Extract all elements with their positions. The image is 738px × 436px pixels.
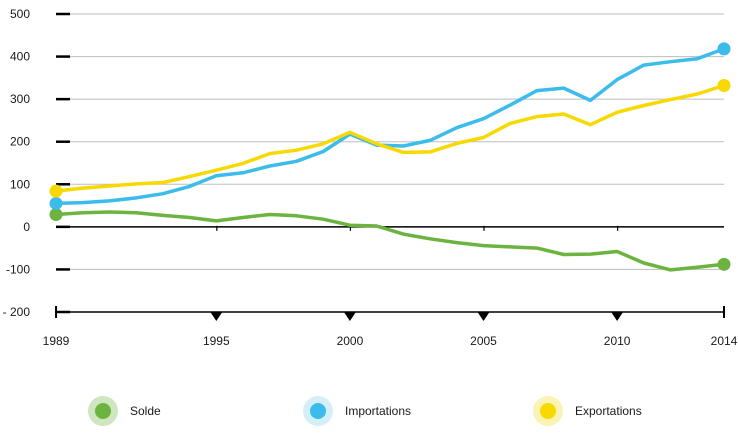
legend-item-importations: Importations	[303, 394, 411, 428]
y-tick-label: 100	[10, 177, 30, 191]
y-axis: 500 400 300 200 100 0 -100 - 200	[3, 7, 70, 319]
legend-label: Exportations	[575, 404, 642, 418]
x-tick-mark	[343, 312, 356, 321]
line-chart: 500 400 300 200 100 0 -100 - 200 1989 1995 2000 20…	[3, 7, 738, 348]
legend-marker	[533, 396, 563, 426]
x-tick-label: 1995	[203, 334, 230, 348]
grid-lines	[56, 13, 724, 270]
x-tick-label: 2010	[604, 334, 631, 348]
y-tick-label: -100	[6, 262, 30, 276]
x-tick-mark	[611, 312, 624, 321]
series-endpoint	[717, 42, 731, 56]
legend-item-exportations: Exportations	[533, 394, 642, 428]
series-line	[54, 210, 726, 272]
x-tick-mark	[477, 312, 490, 321]
y-tick-label: 500	[10, 7, 30, 21]
x-tick-label: 2000	[337, 334, 364, 348]
series-endpoint	[49, 208, 63, 222]
series-importations	[49, 42, 731, 210]
series-endpoint	[49, 184, 63, 198]
y-tick-label: 200	[10, 135, 30, 149]
series-solde	[49, 208, 731, 272]
y-tick-label: 300	[10, 92, 30, 106]
series-line	[54, 47, 726, 206]
series-exportations	[49, 79, 731, 198]
legend-item-solde: Solde	[88, 394, 161, 428]
x-tick-mark	[210, 312, 223, 321]
series-lines	[49, 42, 731, 272]
series-line	[54, 83, 726, 193]
legend-marker	[303, 396, 333, 426]
y-tick-label: 0	[23, 220, 30, 234]
x-tick-label: 1989	[43, 334, 70, 348]
x-tick-label: 2005	[470, 334, 497, 348]
y-tick-label: 400	[10, 50, 30, 64]
series-endpoint	[49, 196, 63, 210]
legend-label: Solde	[130, 404, 161, 418]
y-tick-label: - 200	[3, 305, 31, 319]
legend: Solde Importations Exportations	[0, 394, 738, 428]
series-endpoint	[717, 79, 731, 93]
legend-label: Importations	[345, 404, 412, 418]
legend-marker	[88, 396, 118, 426]
series-endpoint	[717, 257, 731, 271]
x-axis: 1989 1995 2000 2005 2010 2014	[43, 306, 738, 348]
x-tick-label: 2014	[711, 334, 738, 348]
